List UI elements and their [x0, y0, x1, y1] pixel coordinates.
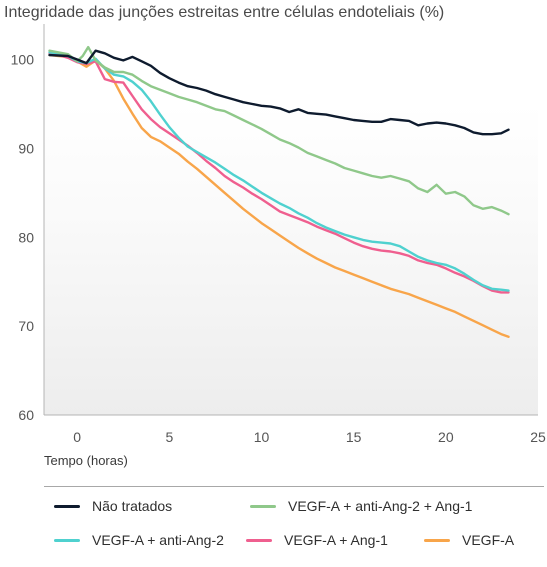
- legend-label: VEGF-A + anti-Ang-2 + Ang-1: [288, 498, 473, 514]
- legend-swatch: [246, 538, 272, 542]
- x-tick-label: 5: [165, 429, 173, 445]
- series-line-1: [48, 45, 510, 216]
- legend-swatch: [250, 504, 276, 508]
- series-line-4: [48, 53, 510, 338]
- x-tick-label: 15: [346, 429, 362, 445]
- y-tick-label: 80: [18, 229, 34, 245]
- legend-item-vegf-anti-ang2: VEGF-A + anti-Ang-2: [54, 532, 224, 548]
- x-axis-label: Tempo (horas): [44, 453, 128, 468]
- legend-swatch: [54, 538, 80, 542]
- series-line-0: [48, 49, 510, 136]
- legend-item-vegf-a: VEGF-A: [424, 532, 514, 548]
- legend-label: VEGF-A + Ang-1: [284, 532, 388, 548]
- legend-item-vegf-anti-ang2-ang1: VEGF-A + anti-Ang-2 + Ang-1: [250, 498, 472, 514]
- y-tick-label: 60: [18, 407, 34, 423]
- legend-item-vegf-ang1: VEGF-A + Ang-1: [246, 532, 388, 548]
- y-tick-label: 100: [11, 52, 35, 68]
- chart-title: Integridade das junções estreitas entre …: [4, 4, 445, 21]
- legend-label: VEGF-A: [462, 532, 515, 548]
- legend-label: Não tratados: [92, 498, 173, 514]
- series-line-3: [48, 52, 510, 294]
- legend-swatch: [54, 504, 80, 508]
- legend-swatch: [424, 538, 450, 542]
- legend-label: VEGF-A + anti-Ang-2: [92, 532, 224, 548]
- legend: Não tratados VEGF-A + anti-Ang-2 + Ang-1…: [44, 486, 544, 563]
- y-tick-label: 90: [18, 140, 34, 156]
- x-tick-label: 25: [530, 429, 546, 445]
- series-line-2: [48, 51, 510, 292]
- x-tick-label: 20: [438, 429, 454, 445]
- y-tick-label: 70: [18, 318, 34, 334]
- x-tick-label: 0: [73, 429, 81, 445]
- plot-background-band: [44, 103, 538, 416]
- series-lines: [48, 45, 510, 338]
- x-tick-label: 10: [254, 429, 270, 445]
- y-ticks: 60 70 80 90 100: [11, 52, 35, 423]
- x-ticks: 0 5 10 15 20 25: [73, 429, 546, 445]
- legend-item-nao-tratados: Não tratados: [54, 498, 172, 514]
